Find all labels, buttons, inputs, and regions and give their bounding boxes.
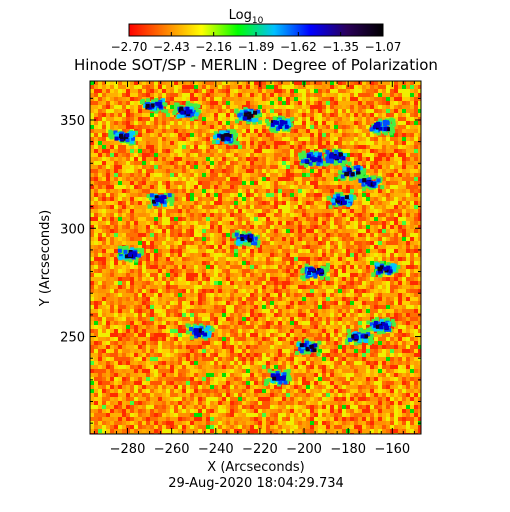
colorbar-tick-label: −1.62: [280, 40, 317, 54]
x-tick-label: −220: [242, 442, 278, 457]
polarization-region: [231, 230, 261, 248]
polarization-map: [90, 81, 421, 434]
colorbar-tick-label: −2.43: [153, 40, 190, 54]
polarization-region: [234, 107, 262, 125]
colorbar-label: Log10: [229, 8, 264, 26]
x-tick-label: −280: [110, 442, 146, 457]
x-tick-label: −260: [154, 442, 190, 457]
polarization-region: [185, 323, 215, 341]
colorbar-tick-label: −1.35: [322, 40, 359, 54]
timestamp: 29-Aug-2020 18:04:29.734: [168, 476, 344, 491]
polarization-region: [322, 148, 352, 166]
x-axis-label: X (Arcseconds): [207, 460, 304, 475]
polarization-region: [263, 368, 292, 387]
x-tick-label: −180: [330, 442, 366, 457]
polarization-region: [146, 192, 175, 209]
polarization-region: [300, 262, 331, 281]
polarization-region: [108, 129, 139, 146]
y-tick-label: 300: [60, 222, 85, 237]
colorbar-tick-label: −1.89: [238, 40, 275, 54]
x-tick-label: −160: [374, 442, 410, 457]
polarization-region: [294, 338, 322, 357]
y-axis: 250 300 350: [60, 97, 421, 424]
y-tick-label: 250: [60, 331, 85, 346]
plot-frame: [89, 80, 422, 435]
colorbar-tick-label: −1.07: [365, 40, 402, 54]
polarization-region: [369, 117, 396, 136]
colorbar-ticks: −2.70 −2.43 −2.16 −1.89 −1.62 −1.35 −1.07: [111, 32, 402, 54]
polarization-region: [172, 102, 202, 120]
colorbar-tick-label: −2.70: [111, 40, 148, 54]
x-tick-label: −200: [286, 442, 322, 457]
y-axis-label: Y (Arcseconds): [38, 210, 53, 307]
y-tick-label: 350: [60, 114, 85, 129]
polarization-region: [139, 97, 169, 114]
polarization-region: [366, 317, 396, 335]
polarization-region: [264, 115, 295, 134]
polarization-region: [212, 128, 240, 146]
x-tick-label: −240: [198, 442, 234, 457]
polarization-region: [326, 191, 357, 209]
chart-title: Hinode SOT/SP - MERLIN : Degree of Polar…: [74, 56, 438, 74]
colorbar-tick-label: −2.16: [195, 40, 232, 54]
polarization-region: [344, 327, 375, 346]
polarization-region: [371, 260, 401, 278]
polarization-region: [356, 174, 385, 192]
x-axis: −280 −260 −240 −220 −200 −180 −160: [93, 81, 415, 457]
polarization-region: [117, 245, 144, 263]
